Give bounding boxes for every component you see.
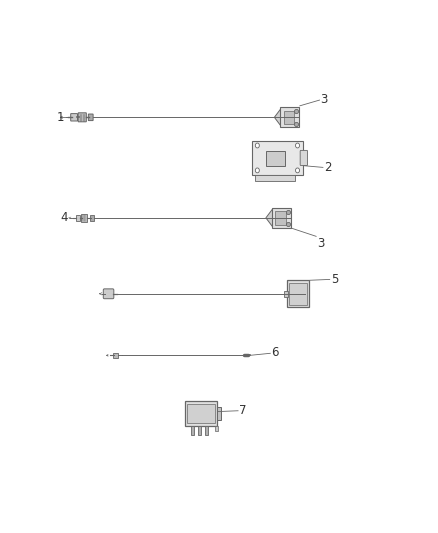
Bar xyxy=(217,407,221,420)
Bar xyxy=(252,141,303,175)
Bar xyxy=(287,280,309,307)
Bar xyxy=(276,211,286,224)
Bar xyxy=(76,215,80,221)
Text: 5: 5 xyxy=(331,272,338,286)
FancyBboxPatch shape xyxy=(300,150,307,165)
Text: 1: 1 xyxy=(57,111,64,124)
Bar xyxy=(215,426,219,431)
Bar xyxy=(205,426,208,434)
Circle shape xyxy=(255,168,259,173)
Bar xyxy=(184,401,217,426)
FancyBboxPatch shape xyxy=(78,113,86,122)
Bar xyxy=(290,283,307,305)
Bar xyxy=(266,151,286,166)
Circle shape xyxy=(296,143,300,148)
Text: 3: 3 xyxy=(321,93,328,106)
Bar xyxy=(187,404,215,424)
Bar xyxy=(284,110,294,124)
Bar xyxy=(280,107,299,127)
Bar xyxy=(284,290,288,297)
Text: 4: 4 xyxy=(61,212,68,224)
Text: 7: 7 xyxy=(239,404,247,417)
FancyBboxPatch shape xyxy=(71,114,78,121)
Bar xyxy=(198,426,201,434)
Circle shape xyxy=(255,143,259,148)
FancyBboxPatch shape xyxy=(88,114,93,120)
Bar xyxy=(90,215,94,221)
Polygon shape xyxy=(274,108,281,126)
FancyBboxPatch shape xyxy=(103,289,114,298)
Bar xyxy=(81,214,87,222)
Bar xyxy=(191,426,194,434)
Bar xyxy=(272,208,291,228)
Bar xyxy=(113,353,118,358)
Text: 3: 3 xyxy=(317,237,325,250)
Bar xyxy=(255,175,295,181)
Polygon shape xyxy=(266,209,273,227)
Text: 2: 2 xyxy=(324,161,332,174)
Text: 6: 6 xyxy=(271,346,279,359)
Circle shape xyxy=(296,168,300,173)
